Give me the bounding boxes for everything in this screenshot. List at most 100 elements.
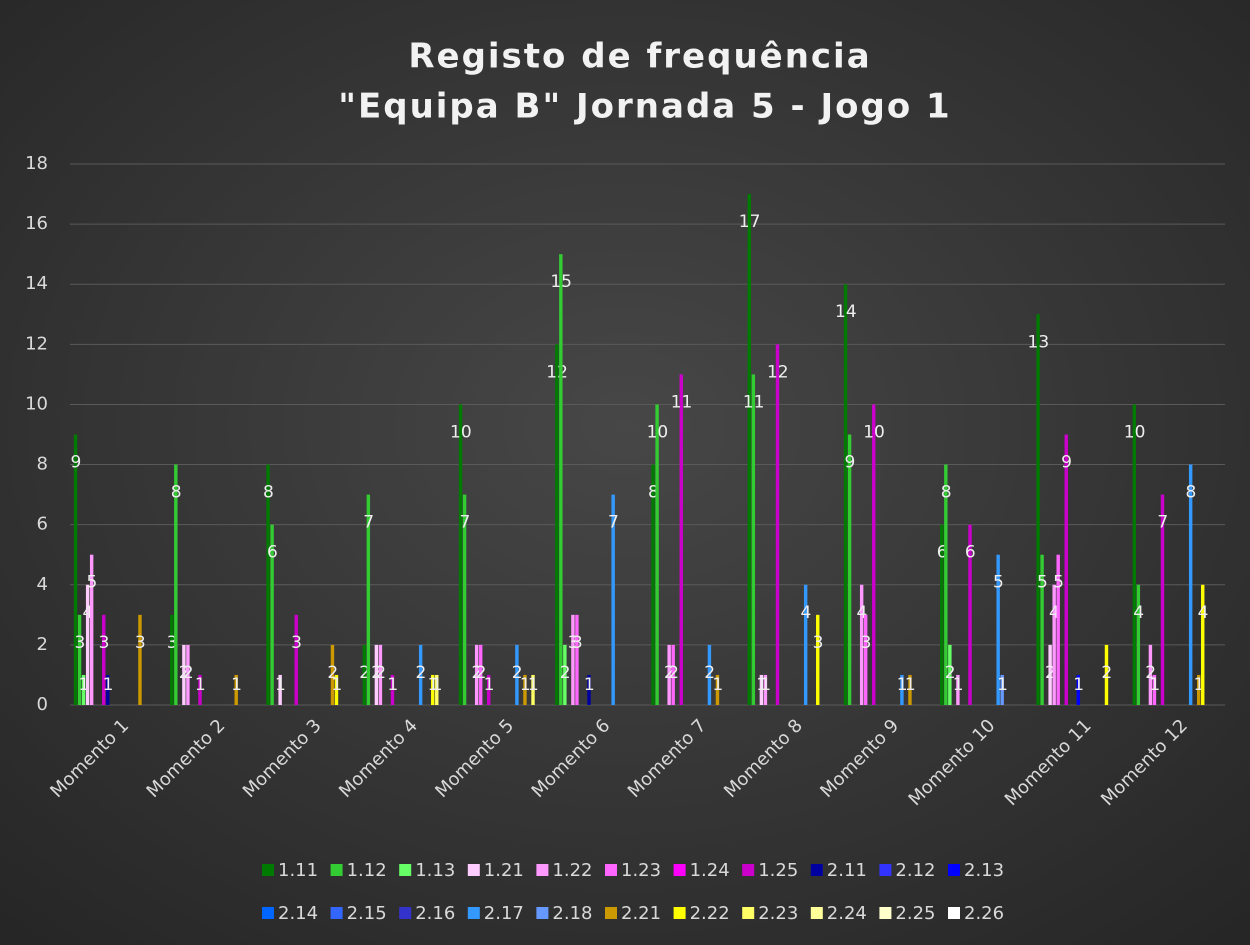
bar (843, 284, 848, 705)
data-label: 8 (171, 483, 182, 503)
bar (847, 434, 852, 705)
data-label: 1 (760, 675, 771, 695)
data-label: 1 (953, 675, 964, 695)
data-label: 1 (231, 675, 242, 695)
bar (278, 674, 282, 705)
data-label: 2 (1101, 663, 1112, 683)
chart-title: Registo de frequência (408, 37, 871, 77)
bar (940, 524, 944, 705)
bar (900, 674, 904, 705)
bar (1000, 674, 1004, 705)
data-label: 1 (520, 675, 531, 695)
bar (1048, 644, 1052, 705)
data-label: 8 (1186, 483, 1197, 503)
data-label: 7 (459, 513, 470, 533)
bar (1040, 554, 1044, 705)
bar (968, 524, 972, 705)
bar (523, 674, 527, 705)
bar (435, 674, 439, 705)
data-label: 6 (965, 543, 976, 563)
data-label: 4 (83, 603, 94, 623)
data-label: 1 (103, 675, 114, 695)
data-label: 2 (560, 663, 571, 683)
bar (487, 674, 491, 705)
bar (85, 584, 90, 705)
y-tick-label: 0 (37, 694, 48, 715)
bar (478, 644, 483, 705)
data-label: 4 (857, 603, 868, 623)
data-label: 1 (897, 675, 908, 695)
data-label: 3 (135, 633, 146, 653)
legend-label: 1.11 (278, 860, 318, 881)
legend-swatch (810, 907, 823, 919)
legend-swatch (467, 864, 480, 876)
data-label: 4 (1049, 603, 1060, 623)
data-label: 12 (767, 362, 789, 382)
bar (182, 644, 186, 705)
legend-label: 1.22 (552, 860, 592, 881)
bar (655, 404, 659, 705)
bar (170, 614, 174, 705)
bar (362, 644, 367, 705)
y-tick-label: 6 (37, 514, 48, 535)
bar (73, 434, 78, 705)
legend-swatch (948, 864, 960, 876)
bar (81, 674, 86, 705)
data-label: 8 (941, 483, 952, 503)
bar (89, 554, 94, 705)
data-label: 7 (608, 513, 619, 533)
data-label: 10 (647, 422, 669, 442)
data-label: 2 (375, 663, 386, 683)
data-label: 8 (648, 483, 659, 503)
data-label: 5 (87, 573, 98, 593)
bar (106, 674, 110, 705)
bar (174, 464, 178, 705)
bar (334, 674, 339, 705)
bar (571, 614, 575, 705)
data-label: 2 (1045, 663, 1056, 683)
data-label: 2 (327, 663, 338, 683)
legend-label: 2.17 (484, 903, 524, 924)
bar (863, 614, 868, 705)
bar (378, 644, 383, 705)
data-label: 7 (363, 513, 374, 533)
bar (1064, 434, 1068, 705)
bar (1197, 674, 1201, 705)
data-label: 2 (416, 663, 427, 683)
legend-swatch (262, 864, 274, 876)
bar (330, 644, 335, 705)
legend-swatch (399, 907, 412, 919)
legend-label: 1.13 (415, 860, 455, 881)
legend-label: 2.16 (415, 903, 455, 924)
bar (1160, 494, 1165, 705)
bar (611, 494, 615, 705)
bar (559, 254, 563, 705)
data-label: 3 (572, 633, 583, 653)
data-label: 1 (997, 675, 1008, 695)
data-label: 1 (428, 675, 439, 695)
legend-label: 1.23 (621, 860, 661, 881)
bar (667, 644, 671, 705)
data-label: 3 (291, 633, 302, 653)
data-label: 2 (179, 663, 190, 683)
legend-label: 2.24 (827, 903, 867, 924)
data-label: 5 (1037, 573, 1048, 593)
legend-swatch (742, 907, 755, 919)
bar (747, 194, 752, 706)
bar (1132, 404, 1137, 705)
data-label: 2 (183, 663, 194, 683)
data-label: 1 (1073, 675, 1084, 695)
legend-swatch (605, 907, 617, 919)
bar (1052, 584, 1056, 705)
legend-swatch (399, 864, 412, 876)
data-label: 1 (712, 675, 723, 695)
data-label: 1 (528, 675, 539, 695)
data-label: 9 (844, 453, 855, 473)
bar (431, 674, 435, 705)
bar (138, 614, 142, 705)
legend-swatch (673, 907, 686, 919)
bar (234, 674, 238, 705)
data-label: 2 (704, 663, 715, 683)
